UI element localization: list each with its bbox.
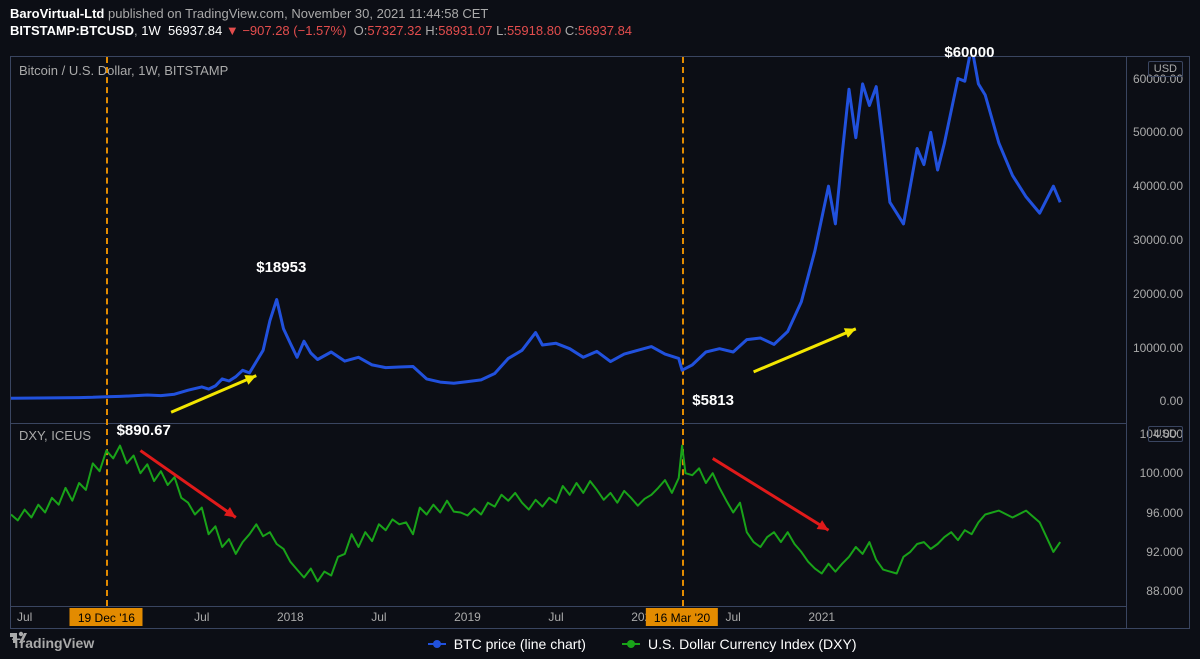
tradingview-logo: TradingView <box>10 635 94 651</box>
x-tick: Jul <box>17 610 32 624</box>
legend-label: BTC price (line chart) <box>454 636 586 652</box>
x-tick: Jul <box>194 610 209 624</box>
x-date-badge: 19 Dec '16 <box>70 608 143 626</box>
symbol: BITSTAMP:BTCUSD <box>10 23 134 38</box>
author: BaroVirtual-Ltd <box>10 6 104 21</box>
legend-item: U.S. Dollar Currency Index (DXY) <box>622 636 857 652</box>
xaxis-divider <box>11 606 1127 607</box>
price-annotation: $18953 <box>256 259 306 276</box>
trend-arrow <box>140 451 235 518</box>
btc-line <box>11 57 1060 398</box>
close: 56937.84 <box>578 23 632 38</box>
quote-line: BITSTAMP:BTCUSD, 1W 56937.84 ▼ −907.28 (… <box>10 23 1190 38</box>
down-arrow-icon: ▼ <box>226 23 239 38</box>
y-unit-top: USD <box>1148 61 1183 77</box>
legend: BTC price (line chart) U.S. Dollar Curren… <box>94 635 1190 652</box>
y-tick: 10000.00 <box>1133 341 1183 355</box>
chart-area[interactable]: Bitcoin / U.S. Dollar, 1W, BITSTAMPDXY, … <box>10 56 1190 629</box>
y-tick: 50000.00 <box>1133 125 1183 139</box>
y-tick: 30000.00 <box>1133 233 1183 247</box>
y-tick: 20000.00 <box>1133 287 1183 301</box>
y-tick: 40000.00 <box>1133 179 1183 193</box>
publish-info: BaroVirtual-Ltd published on TradingView… <box>10 6 1190 21</box>
price-annotation: $890.67 <box>117 422 171 439</box>
y-tick: 96.000 <box>1146 506 1183 520</box>
y-tick: 92.000 <box>1146 545 1183 559</box>
price-annotation: $5813 <box>692 392 734 409</box>
y-tick: 100.000 <box>1140 466 1183 480</box>
legend-item: BTC price (line chart) <box>428 636 586 652</box>
x-tick: Jul <box>548 610 563 624</box>
change-abs: −907.28 <box>242 23 289 38</box>
high: 58931.07 <box>438 23 492 38</box>
last-price: 56937.84 <box>168 23 222 38</box>
change-pct: (−1.57%) <box>293 23 346 38</box>
legend-swatch <box>428 640 446 648</box>
low: 55918.80 <box>507 23 561 38</box>
x-tick: 2019 <box>454 610 481 624</box>
y-tick: 0.00 <box>1160 394 1183 408</box>
chart-svg <box>11 57 1067 606</box>
chart-header: BaroVirtual-Ltd published on TradingView… <box>0 0 1200 40</box>
trend-arrow <box>754 329 856 372</box>
dxy-line <box>11 446 1060 582</box>
x-tick: Jul <box>371 610 386 624</box>
y-unit-bot: USD <box>1148 426 1183 442</box>
open: 57327.32 <box>367 23 421 38</box>
x-tick: 2018 <box>277 610 304 624</box>
timeframe: 1W <box>141 23 161 38</box>
x-date-badge: 16 Mar '20 <box>646 608 718 626</box>
legend-swatch <box>622 640 640 648</box>
price-annotation: $60000 <box>944 44 994 61</box>
x-tick: Jul <box>725 610 740 624</box>
x-tick: 2021 <box>808 610 835 624</box>
y-axis-border <box>1126 57 1127 628</box>
chart-footer: TradingView BTC price (line chart) U.S. D… <box>10 631 1190 655</box>
trend-arrow <box>713 458 829 530</box>
y-tick: 88.000 <box>1146 584 1183 598</box>
legend-label: U.S. Dollar Currency Index (DXY) <box>648 636 857 652</box>
trend-arrow <box>171 376 256 413</box>
